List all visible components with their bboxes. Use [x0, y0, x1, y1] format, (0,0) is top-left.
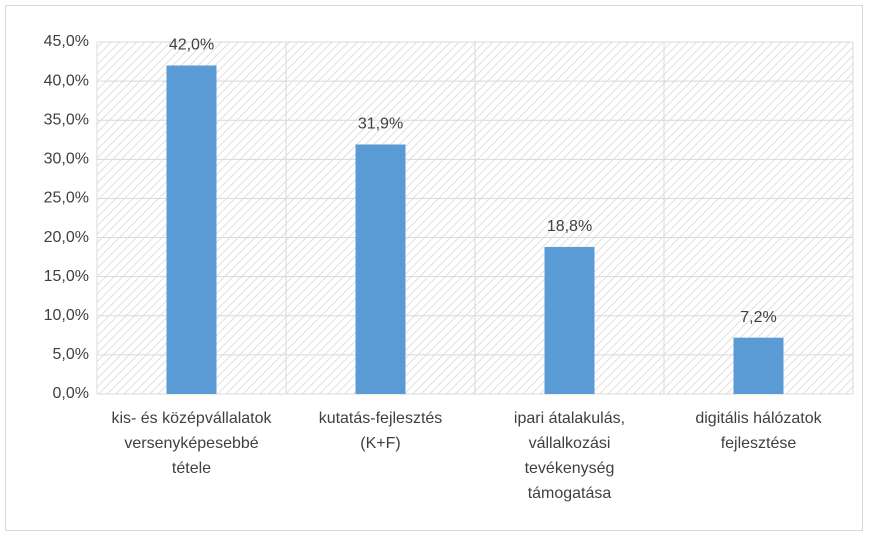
y-tick-label: 30,0%	[44, 151, 89, 168]
x-tick-label: kutatás-fejlesztés (K+F)	[318, 410, 443, 452]
y-tick-label: 35,0%	[44, 111, 89, 128]
bar	[544, 246, 595, 394]
data-label: 18,8%	[547, 218, 592, 235]
y-tick-label: 20,0%	[44, 229, 89, 246]
y-tick-label: 5,0%	[53, 346, 89, 363]
bar	[355, 144, 406, 394]
y-tick-label: 25,0%	[44, 190, 89, 207]
data-label: 31,9%	[358, 116, 403, 133]
bar	[166, 65, 217, 394]
y-tick-label: 45,0%	[44, 33, 89, 50]
x-tick-label: digitális hálózatok fejlesztése	[695, 410, 822, 452]
y-tick-label: 0,0%	[53, 385, 89, 402]
x-tick-label: ipari átalakulás, vállalkozási tevékenys…	[513, 410, 626, 502]
x-tick-label: kis- és középvállalatok versenyképesebbé…	[111, 410, 272, 477]
data-label: 7,2%	[740, 309, 776, 326]
y-tick-label: 10,0%	[44, 307, 89, 324]
y-tick-label: 15,0%	[44, 268, 89, 285]
data-label: 42,0%	[169, 37, 214, 54]
y-tick-label: 40,0%	[44, 72, 89, 89]
bar	[733, 337, 784, 394]
